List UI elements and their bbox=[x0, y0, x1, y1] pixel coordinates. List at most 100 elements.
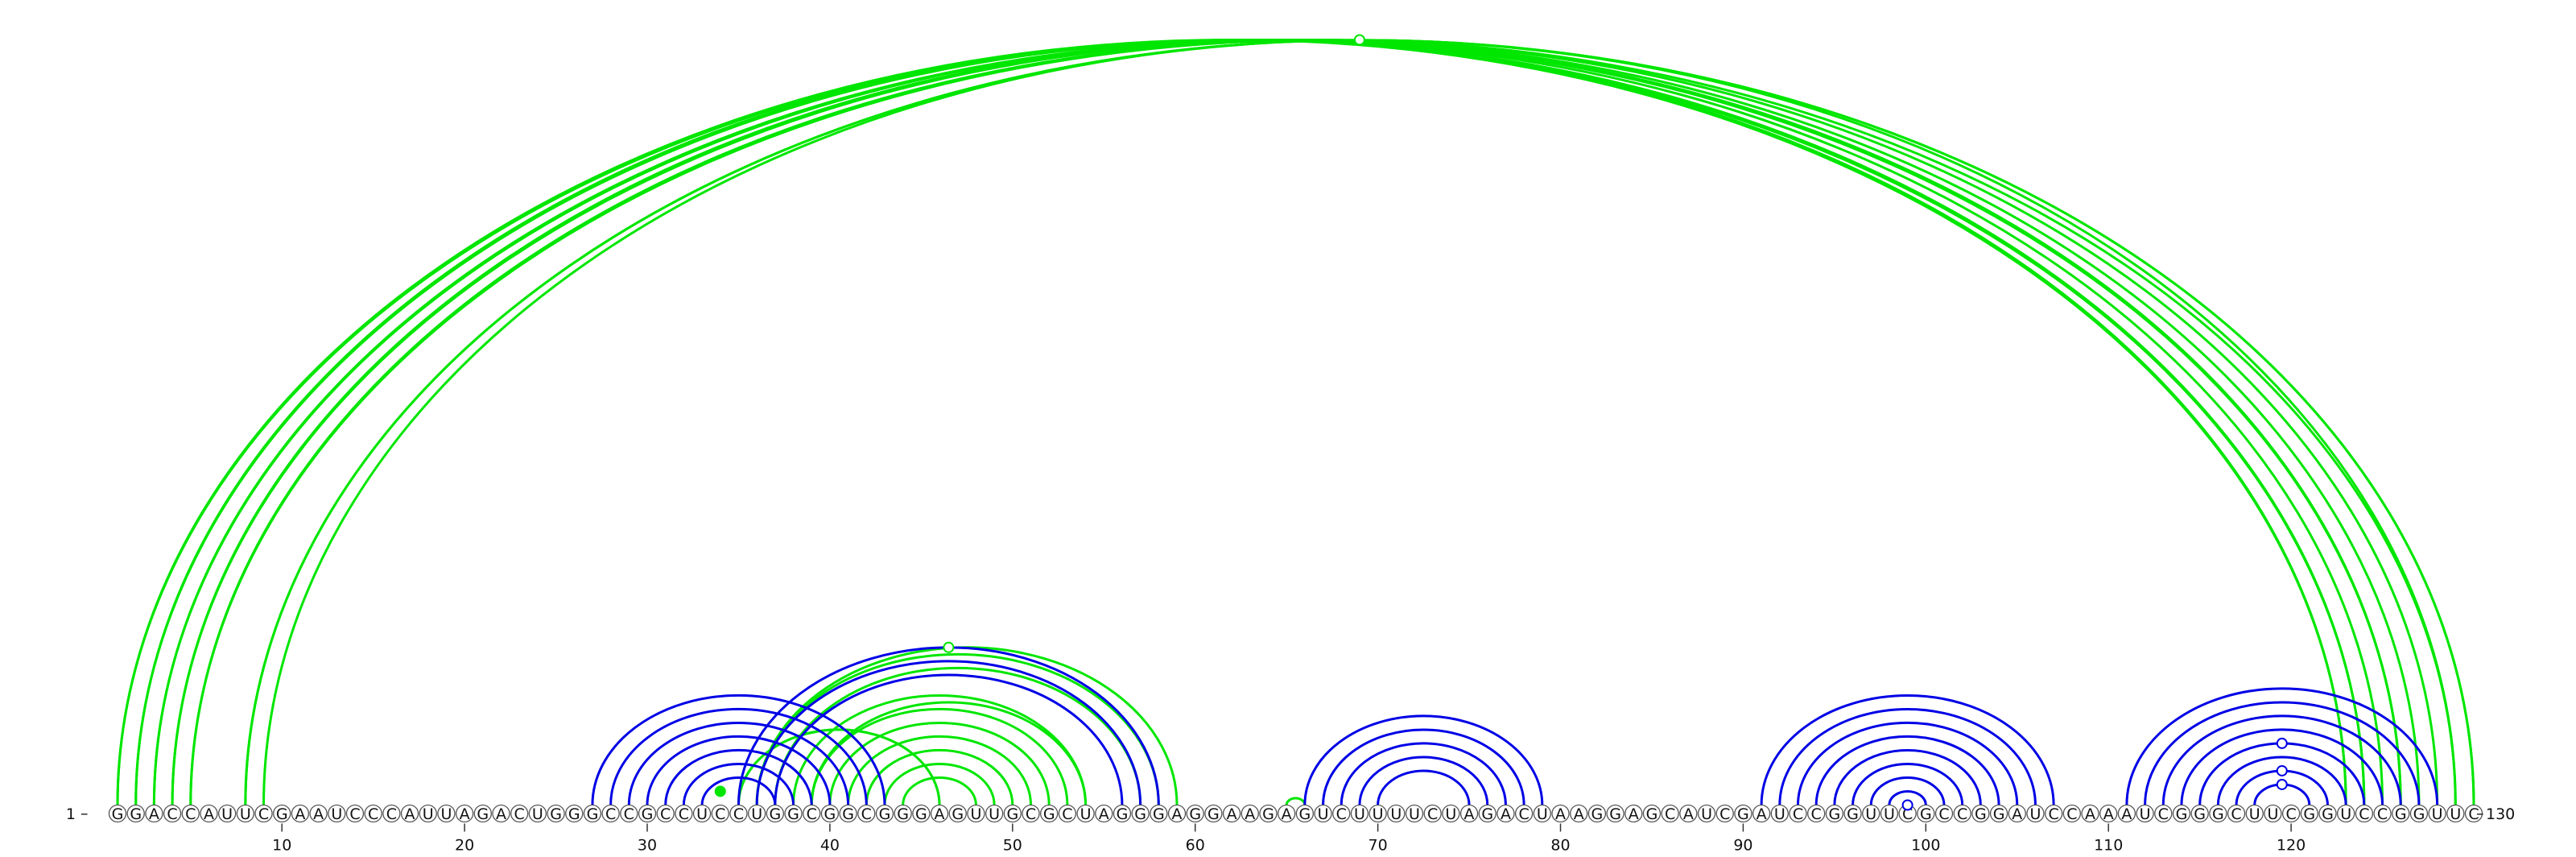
nucleotide: A bbox=[1752, 804, 1771, 823]
tick-label: 20 bbox=[455, 837, 474, 855]
nucleotide-circle bbox=[1095, 804, 1113, 823]
bottom-arc bbox=[1322, 728, 1525, 805]
nucleotide: A bbox=[1570, 804, 1588, 823]
nucleotide-letter: G bbox=[2176, 805, 2188, 823]
nucleotide-letter: U bbox=[440, 805, 452, 823]
nucleotide: G bbox=[784, 804, 803, 823]
nucleotide-circle bbox=[419, 804, 437, 823]
nucleotide: U bbox=[2337, 804, 2355, 823]
nucleotide-letter: G bbox=[1006, 805, 1018, 823]
nucleotide-circle bbox=[748, 804, 766, 823]
nucleotide-circle bbox=[1843, 804, 1862, 823]
nucleotide-letter: A bbox=[935, 805, 945, 823]
nucleotide: U bbox=[1405, 804, 1424, 823]
nucleotide: G bbox=[2392, 804, 2410, 823]
nucleotide: C bbox=[1332, 804, 1351, 823]
nucleotide-letter: A bbox=[1555, 805, 1566, 823]
nucleotide-letter: U bbox=[1701, 805, 1712, 823]
nucleotide-circle bbox=[1222, 804, 1241, 823]
nucleotide: G bbox=[1825, 804, 1844, 823]
top-arc bbox=[828, 721, 1051, 805]
bottom-arc bbox=[2216, 756, 2347, 805]
nucleotide-circle bbox=[1167, 804, 1187, 823]
nucleotide: G bbox=[2209, 804, 2227, 823]
nucleotide-circle bbox=[1478, 804, 1496, 823]
nucleotide-circle bbox=[2446, 804, 2465, 823]
top-arc bbox=[172, 39, 2419, 805]
nucleotide-circle bbox=[1971, 804, 1990, 823]
nucleotide: U bbox=[748, 804, 766, 823]
nucleotide-circle bbox=[2172, 804, 2191, 823]
nucleotide-circle bbox=[163, 804, 182, 823]
nucleotide-circle bbox=[1551, 804, 1570, 823]
nucleotide-circle bbox=[1953, 804, 1971, 823]
markers-layer bbox=[714, 34, 2288, 811]
nucleotide: U bbox=[692, 804, 712, 823]
nucleotide-circle bbox=[510, 804, 529, 823]
arc-marker bbox=[943, 641, 955, 653]
nucleotide-letter: G bbox=[1609, 805, 1621, 823]
nucleotide-letter: A bbox=[1172, 805, 1183, 823]
top-arc bbox=[116, 39, 2347, 805]
nucleotide: U bbox=[236, 804, 254, 823]
nucleotide-circle bbox=[1862, 804, 1880, 823]
nucleotide: U bbox=[985, 804, 1004, 823]
nucleotide-letter: G bbox=[2194, 805, 2206, 823]
tick-label: 90 bbox=[1733, 837, 1752, 855]
nucleotide-circle bbox=[1368, 804, 1387, 823]
nucleotide-letter: U bbox=[989, 805, 1000, 823]
nucleotide-letter: C bbox=[1665, 805, 1675, 823]
nucleotide-letter: A bbox=[204, 805, 214, 823]
nucleotide: C bbox=[656, 804, 675, 823]
nucleotide-circle bbox=[1715, 804, 1734, 823]
start-dash: – bbox=[80, 805, 89, 822]
nucleotide-letter: C bbox=[679, 805, 689, 823]
nucleotide-circle bbox=[328, 804, 346, 823]
nucleotide-circle bbox=[1825, 804, 1844, 823]
nucleotide-letter: C bbox=[1938, 805, 1949, 823]
nucleotide-circle bbox=[729, 804, 748, 823]
nucleotide-circle bbox=[638, 804, 657, 823]
nucleotide-circle bbox=[2355, 804, 2374, 823]
nucleotide: C bbox=[857, 804, 876, 823]
top-arc bbox=[154, 39, 2401, 805]
nucleotide: C bbox=[1953, 804, 1971, 823]
tick-label: 70 bbox=[1368, 837, 1388, 855]
top-arc bbox=[262, 39, 2457, 805]
nucleotide-letter: U bbox=[2432, 805, 2443, 823]
nucleotide-circle bbox=[1917, 804, 1935, 823]
nucleotide-circle bbox=[2062, 804, 2081, 823]
nucleotide: U bbox=[1862, 804, 1880, 823]
nucleotide: U bbox=[2446, 804, 2465, 823]
nucleotide-letter: C bbox=[1719, 805, 1730, 823]
nucleotide-letter: A bbox=[405, 805, 415, 823]
nucleotide-letter: A bbox=[313, 805, 324, 823]
nucleotide: U bbox=[1880, 804, 1899, 823]
nucleotide: C bbox=[1715, 804, 1734, 823]
nucleotide-letter: A bbox=[1099, 805, 1109, 823]
nucleotide-letter: C bbox=[514, 805, 525, 823]
nucleotide-letter: G bbox=[130, 805, 142, 823]
tick-label: 110 bbox=[2094, 837, 2123, 855]
nucleotide-letter: G bbox=[276, 805, 288, 823]
nucleotide-letter: U bbox=[1884, 805, 1895, 823]
nucleotide-letter: A bbox=[1574, 805, 1584, 823]
nucleotide-circle bbox=[1241, 804, 1259, 823]
nucleotide: A bbox=[2008, 804, 2026, 823]
nucleotide-letter: A bbox=[1245, 805, 1255, 823]
nucleotide-letter: U bbox=[2029, 805, 2041, 823]
nucleotide-circle bbox=[1150, 804, 1168, 823]
nucleotide: G bbox=[894, 804, 912, 823]
nucleotide-letter: C bbox=[861, 805, 872, 823]
nucleotide-letter: A bbox=[1629, 805, 1639, 823]
top-arc bbox=[865, 748, 1014, 805]
nucleotide-letter: G bbox=[587, 805, 599, 823]
nucleotide-circle bbox=[1387, 804, 1406, 823]
bottom-arc bbox=[627, 721, 850, 805]
arc-marker bbox=[714, 785, 726, 797]
bottom-arc bbox=[2180, 728, 2384, 805]
nucleotide: C bbox=[163, 804, 182, 823]
nucleotide: G bbox=[1204, 804, 1223, 823]
nucleotide-letter: C bbox=[1957, 805, 1967, 823]
